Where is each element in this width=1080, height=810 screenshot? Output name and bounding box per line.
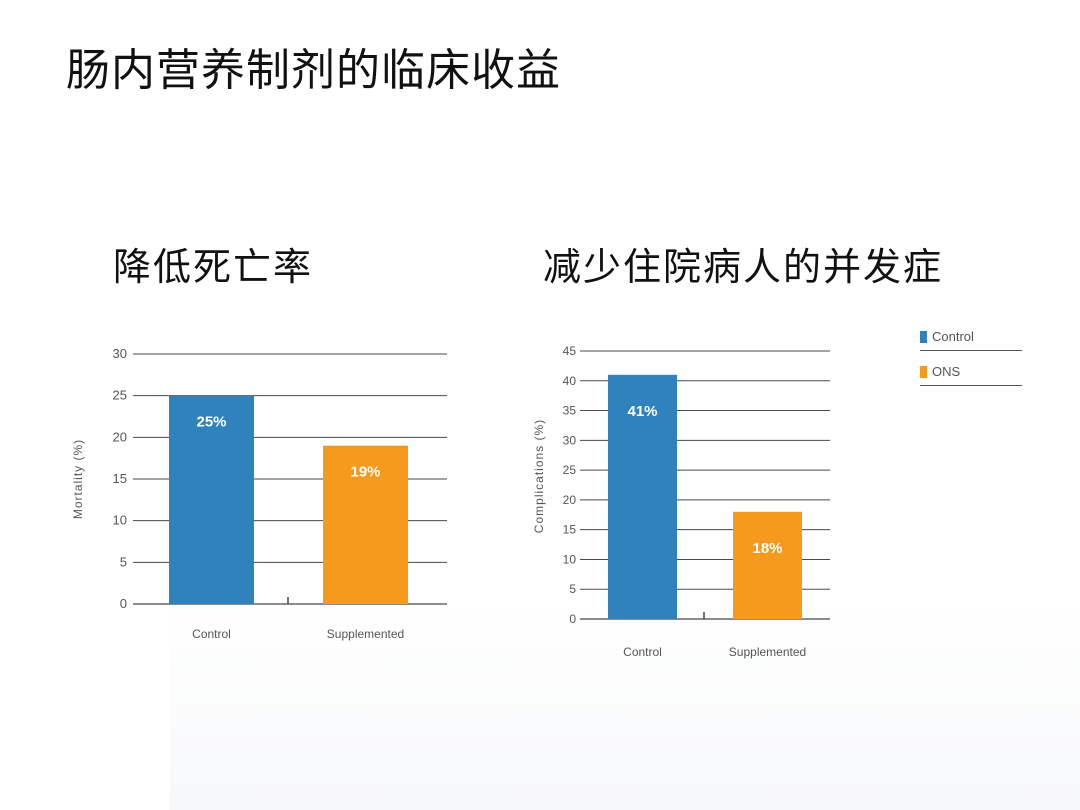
y-tick-label: 15 bbox=[113, 471, 127, 486]
x-category-label: Supplemented bbox=[327, 627, 404, 641]
complications-subtitle: 减少住院病人的并发症 bbox=[543, 245, 944, 289]
y-tick-label: 30 bbox=[563, 433, 577, 447]
mortality-subtitle: 降低死亡率 bbox=[113, 245, 314, 289]
y-tick-label: 10 bbox=[563, 552, 577, 566]
chart-legend: Control ONS bbox=[920, 328, 1022, 398]
y-tick-label: 0 bbox=[569, 612, 576, 626]
y-tick-label: 30 bbox=[113, 346, 127, 361]
y-tick-label: 0 bbox=[120, 596, 127, 611]
y-tick-label: 45 bbox=[563, 344, 577, 358]
legend-item-ons: ONS bbox=[920, 363, 1022, 386]
background-fade bbox=[170, 600, 1080, 810]
legend-label-ons: ONS bbox=[932, 364, 961, 379]
y-tick-label: 5 bbox=[569, 582, 576, 596]
bar-data-label: 19% bbox=[350, 464, 380, 481]
y-tick-label: 20 bbox=[563, 493, 577, 507]
bar-control bbox=[608, 374, 677, 619]
y-tick-label: 25 bbox=[113, 388, 127, 403]
slide-title: 肠内营养制剂的临床收益 bbox=[66, 45, 561, 96]
y-axis-title: Mortality (%) bbox=[71, 439, 85, 519]
x-category-label: Control bbox=[623, 645, 662, 659]
y-tick-label: 40 bbox=[563, 374, 577, 388]
legend-swatch-control bbox=[920, 331, 927, 343]
y-tick-label: 5 bbox=[120, 554, 127, 569]
y-axis-title: Complications (%) bbox=[532, 419, 546, 533]
legend-swatch-ons bbox=[920, 366, 927, 378]
x-category-label: Control bbox=[192, 627, 231, 641]
legend-item-control: Control bbox=[920, 328, 1022, 351]
bar-supplemented bbox=[323, 445, 408, 604]
bar-supplemented bbox=[733, 511, 802, 619]
bar-data-label: 41% bbox=[627, 403, 657, 420]
y-tick-label: 25 bbox=[563, 463, 577, 477]
x-category-label: Supplemented bbox=[729, 645, 806, 659]
y-tick-label: 10 bbox=[113, 513, 127, 528]
y-tick-label: 20 bbox=[113, 429, 127, 444]
bar-data-label: 25% bbox=[196, 414, 226, 431]
bar-data-label: 18% bbox=[752, 540, 782, 557]
y-tick-label: 15 bbox=[563, 523, 577, 537]
bar-control bbox=[169, 395, 254, 604]
legend-label-control: Control bbox=[932, 329, 974, 344]
y-tick-label: 35 bbox=[563, 404, 577, 418]
